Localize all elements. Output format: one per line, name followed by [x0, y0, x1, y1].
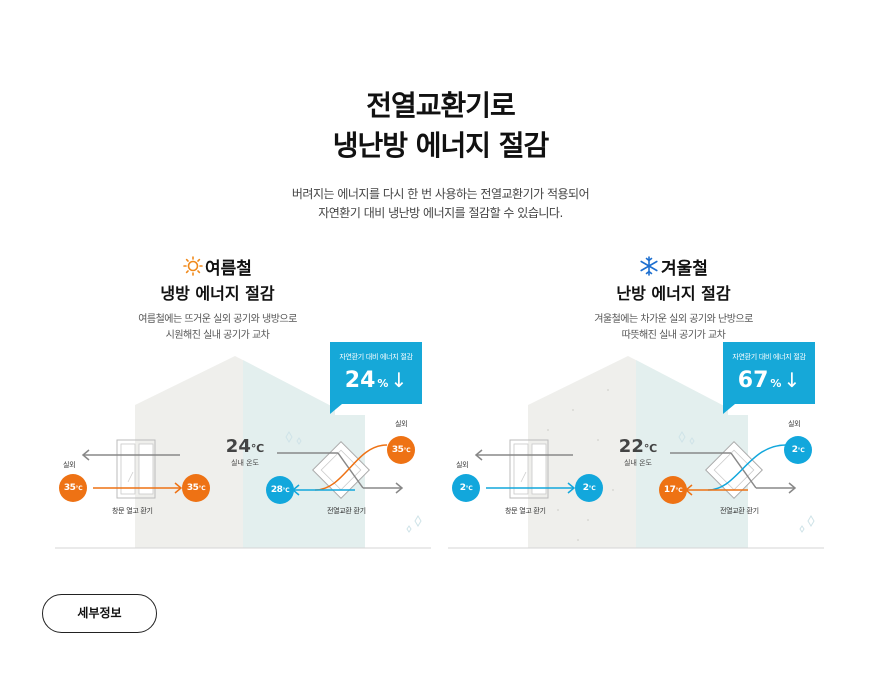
winter-erv-caption: 전열교환 환기: [720, 507, 759, 515]
summer-erv-outdoor-temp-value: 35: [391, 445, 404, 455]
summer-window-indoor-temp-value: 35: [186, 483, 199, 493]
summer-savings-badge: 자연환기 대비 에너지 절감 24% ↓: [330, 342, 422, 404]
summer-erv-caption: 전열교환 환기: [327, 507, 366, 515]
detail-info-button[interactable]: 세부정보: [42, 594, 157, 633]
down-arrow-icon: ↓: [390, 368, 408, 392]
winter-erv-indoor-temp-value: 17: [663, 485, 676, 495]
winter-indoor-temp: 22℃ 실내 온도: [618, 437, 658, 468]
summer-badge-unit: %: [377, 377, 389, 390]
summer-indoor-label: 실내 온도: [231, 459, 259, 467]
summer-outdoor-label-left: 실외: [63, 461, 76, 469]
snowflake-icon: [639, 256, 659, 282]
summer-badge-label: 자연환기 대비 에너지 절감: [339, 353, 413, 361]
winter-title: 난방 에너지 절감: [616, 284, 731, 303]
sun-icon: [183, 256, 203, 282]
winter-window-outdoor-temp: 2℃: [452, 474, 480, 502]
summer-erv-indoor-temp-value: 28: [270, 485, 283, 495]
winter-badge-tail: [723, 404, 735, 414]
winter-outdoor-label-right: 실외: [788, 420, 801, 428]
winter-window-outdoor-temp-value: 2: [459, 483, 466, 493]
summer-window-outdoor-temp-value: 35: [63, 483, 76, 493]
summer-description: 여름철에는 뜨거운 실외 공기와 냉방으로 시원해진 실내 공기가 교차: [55, 312, 380, 344]
summer-window-indoor-temp: 35℃: [182, 474, 210, 502]
summer-house-illustration: [55, 356, 431, 549]
summer-panel: 여름철 냉방 에너지 절감 여름철에는 뜨거운 실외 공기와 냉방으로 시원해진…: [55, 250, 431, 550]
winter-erv-outdoor-temp-value: 2: [791, 445, 798, 455]
winter-erv-outdoor-temp-unit: ℃: [797, 447, 805, 454]
winter-badge-number: 67: [737, 368, 769, 393]
down-arrow-icon: ↓: [783, 368, 801, 392]
summer-season-label: 여름철: [205, 259, 252, 279]
summer-title: 냉방 에너지 절감: [160, 284, 275, 303]
page-subtitle: 버려지는 에너지를 다시 한 번 사용하는 전열교환기가 적용되어 자연환기 대…: [0, 185, 881, 223]
winter-outdoor-label-left: 실외: [456, 461, 469, 469]
summer-badge-tail: [330, 404, 342, 414]
page-title: 전열교환기로 냉난방 에너지 절감: [0, 86, 881, 166]
winter-erv-outdoor-temp: 2℃: [784, 436, 812, 464]
winter-panel: 겨울철 난방 에너지 절감 겨울철에는 차가운 실외 공기와 난방으로 따뜻해진…: [448, 250, 824, 550]
winter-badge-value: 67% ↓: [723, 366, 815, 398]
winter-window-indoor-temp: 2℃: [575, 474, 603, 502]
summer-window-outdoor-temp: 35℃: [59, 474, 87, 502]
title-line-1: 전열교환기로: [366, 89, 516, 122]
winter-window-indoor-temp-value: 2: [582, 483, 589, 493]
summer-outdoor-label-right: 실외: [395, 420, 408, 428]
summer-desc-line-1: 여름철에는 뜨거운 실외 공기와 냉방으로: [138, 314, 297, 325]
title-line-2: 냉난방 에너지 절감: [332, 129, 550, 162]
winter-indoor-label: 실내 온도: [624, 459, 652, 467]
winter-indoor-temp-value: 22: [618, 436, 644, 457]
subtitle-line-1: 버려지는 에너지를 다시 한 번 사용하는 전열교환기가 적용되어: [291, 187, 590, 201]
subtitle-line-2: 자연환기 대비 냉난방 에너지를 절감할 수 있습니다.: [318, 206, 563, 220]
summer-badge-value: 24% ↓: [330, 366, 422, 398]
winter-savings-badge: 자연환기 대비 에너지 절감 67% ↓: [723, 342, 815, 404]
winter-badge-label: 자연환기 대비 에너지 절감: [732, 353, 806, 361]
winter-window-caption: 창문 열고 환기: [505, 507, 546, 515]
summer-erv-indoor-temp-unit: ℃: [282, 487, 290, 494]
winter-desc-line-2: 따뜻해진 실내 공기가 교차: [621, 330, 726, 341]
winter-description: 겨울철에는 차가운 실외 공기와 난방으로 따뜻해진 실내 공기가 교차: [511, 312, 836, 344]
winter-heading: 겨울철 난방 에너지 절감 겨울철에는 차가운 실외 공기와 난방으로 따뜻해진…: [511, 256, 836, 344]
summer-indoor-temp: 24℃ 실내 온도: [225, 437, 265, 468]
summer-erv-indoor-temp: 28℃: [266, 476, 294, 504]
summer-indoor-temp-unit: ℃: [250, 442, 265, 455]
winter-season-label: 겨울철: [661, 259, 708, 279]
winter-desc-line-1: 겨울철에는 차가운 실외 공기와 난방으로: [594, 314, 753, 325]
summer-erv-outdoor-temp: 35℃: [387, 436, 415, 464]
summer-window-indoor-temp-unit: ℃: [198, 485, 206, 492]
winter-badge-unit: %: [770, 377, 782, 390]
winter-erv-indoor-temp-unit: ℃: [675, 487, 683, 494]
summer-desc-line-2: 시원해진 실내 공기가 교차: [165, 330, 270, 341]
summer-erv-outdoor-temp-unit: ℃: [403, 447, 411, 454]
summer-heading: 여름철 냉방 에너지 절감 여름철에는 뜨거운 실외 공기와 냉방으로 시원해진…: [55, 256, 380, 344]
summer-window-outdoor-temp-unit: ℃: [75, 485, 83, 492]
winter-window-outdoor-temp-unit: ℃: [465, 485, 473, 492]
winter-indoor-temp-unit: ℃: [643, 442, 658, 455]
summer-indoor-temp-value: 24: [225, 436, 251, 457]
summer-window-caption: 창문 열고 환기: [112, 507, 153, 515]
winter-window-indoor-temp-unit: ℃: [588, 485, 596, 492]
winter-season: 겨울철: [511, 256, 836, 282]
winter-erv-indoor-temp: 17℃: [659, 476, 687, 504]
summer-season: 여름철: [55, 256, 380, 282]
summer-badge-number: 24: [344, 368, 376, 393]
